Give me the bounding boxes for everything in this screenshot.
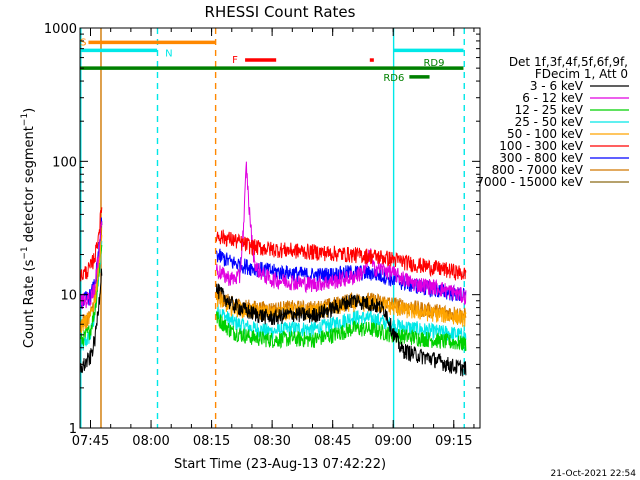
flag-bar-label: RD6	[383, 73, 404, 84]
legend-label: 25 - 50 keV	[515, 115, 584, 129]
y-axis-label-tail: detector segment	[22, 126, 37, 246]
flag-bar-label: RD9	[423, 58, 444, 69]
series-line	[215, 283, 467, 377]
timestamp: 21-Oct-2021 22:54	[551, 469, 637, 479]
x-axis: 07:45 08:00 08:15 08:30 08:45 09:00 09:15	[72, 28, 475, 449]
series-layer	[80, 161, 467, 377]
x-tick-label: 09:00	[374, 434, 411, 449]
legend-header-line-1: Det 1f,3f,4f,5f,6f,9f,	[509, 55, 628, 69]
y-axis-label: Count Rate (s−1 detector segment−1)	[20, 108, 37, 348]
legend: Det 1f,3f,4f,5f,6f,9f, FDecim 1, Att 0 3…	[476, 55, 629, 189]
legend-label: 12 - 25 keV	[515, 103, 584, 117]
legend-label: 50 - 100 keV	[507, 127, 584, 141]
legend-header-line-2: FDecim 1, Att 0	[535, 67, 628, 81]
x-tick-label: 08:45	[314, 434, 351, 449]
legend-label: 3 - 6 keV	[530, 79, 584, 93]
flag-bars: S N F RD9 RD6	[80, 37, 464, 84]
series-line	[215, 311, 467, 352]
series-line	[215, 229, 467, 281]
plot-frame	[79, 27, 481, 429]
y-tick-label: 1000	[44, 22, 77, 37]
y-axis-label-start: Count Rate (s	[22, 259, 37, 348]
series-line	[80, 207, 103, 282]
legend-label: 100 - 300 keV	[499, 139, 583, 153]
x-tick-label: 08:00	[132, 434, 169, 449]
x-axis-label: Start Time (23-Aug-13 07:42:22)	[174, 457, 386, 472]
chart-title: RHESSI Count Rates	[205, 3, 356, 21]
legend-label: 800 - 7000 keV	[492, 163, 584, 177]
x-tick-label: 08:30	[253, 434, 290, 449]
series-line	[80, 268, 103, 374]
y-axis-label-end: )	[22, 108, 37, 113]
series-line	[215, 290, 467, 327]
legend-label: 6 - 12 keV	[522, 91, 584, 105]
series-line	[80, 235, 103, 334]
y-axis: 1 10 100 1000	[44, 22, 480, 437]
flag-bar-label: F	[232, 55, 238, 66]
flag-bar-label: N	[165, 48, 172, 59]
x-tick-label: 07:45	[72, 434, 109, 449]
y-axis-label-superscript-2: −1	[20, 113, 30, 126]
legend-label: 7000 - 15000 keV	[476, 175, 583, 189]
series-line	[215, 161, 467, 306]
y-axis-label-superscript: −1	[20, 246, 30, 259]
x-tick-label: 09:15	[435, 434, 472, 449]
y-tick-label: 10	[60, 289, 77, 304]
flag-bar-label: S	[80, 37, 86, 48]
legend-label: 300 - 800 keV	[499, 151, 583, 165]
x-tick-label: 08:15	[193, 434, 230, 449]
y-tick-label: 1	[69, 422, 77, 437]
series-line	[80, 221, 103, 310]
y-tick-label: 100	[52, 155, 77, 170]
